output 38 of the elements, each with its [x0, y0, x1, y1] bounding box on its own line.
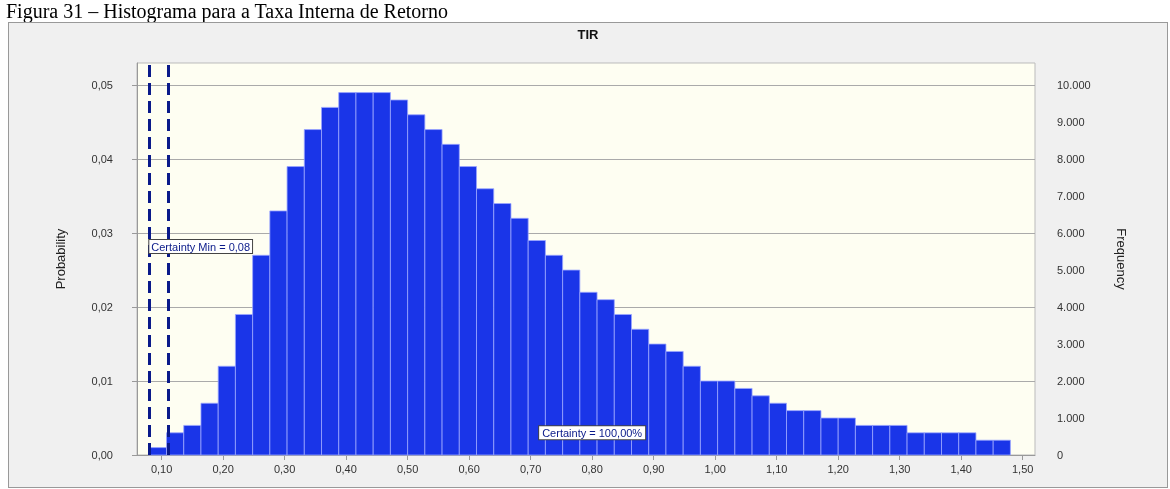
y-tick-label: 0,02 [91, 301, 113, 314]
y2-tick-label: 8.000 [1057, 153, 1085, 166]
y2-tick-label: 1.000 [1057, 412, 1085, 425]
y-tick-label: 0,03 [91, 227, 113, 240]
x-tick-label: 0,10 [150, 462, 173, 475]
y2-tick-label: 9.000 [1057, 116, 1085, 129]
x-tick-label: 0,20 [212, 462, 234, 475]
y2-axis-title: Frequency [1114, 228, 1129, 291]
y-tick-label: 0,00 [91, 449, 113, 461]
x-tick-label: 1,20 [827, 462, 849, 475]
x-tick-label: 0,40 [335, 462, 357, 475]
y-tick-label: 0,05 [91, 79, 113, 92]
y-tick-label: 0,01 [91, 375, 113, 388]
x-tick-label: 0,30 [273, 462, 296, 475]
x-tick-label: 0,80 [581, 462, 603, 475]
x-tick-label: 0,90 [642, 462, 665, 475]
y2-tick-label: 4.000 [1057, 301, 1085, 314]
x-tick-label: 1,50 [1011, 462, 1034, 475]
x-tick-label: 0,50 [396, 462, 419, 475]
text: Figura 31 – Histograma para a Taxa Interna de Retorno [6, 0, 448, 22]
y2-tick-label: 3.000 [1057, 338, 1085, 351]
y-tick-label: 0,04 [91, 153, 113, 166]
x-tick-label: 0,70 [519, 462, 542, 475]
y2-tick-label: 7.000 [1057, 190, 1085, 203]
x-tick-label: 1,10 [765, 462, 788, 475]
x-tick-label: 1,30 [888, 462, 911, 475]
x-tick-label: 0,60 [458, 462, 480, 475]
x-tick-label: 1,40 [950, 462, 972, 475]
y2-tick-label: 0 [1057, 449, 1064, 461]
annotation: Certainty = 100,00% [542, 426, 643, 439]
x-tick-label: 1,00 [704, 462, 726, 475]
y2-tick-label: 5.000 [1057, 264, 1085, 277]
y2-tick-label: 6.000 [1057, 227, 1085, 240]
y2-tick-label: 10.000 [1057, 79, 1091, 92]
ref-line-label: Certainty Min = 0,08 [151, 240, 251, 253]
chart-title: TIR [577, 27, 600, 42]
y2-tick-label: 2.000 [1057, 375, 1085, 388]
y-axis-title: Probability [53, 228, 68, 290]
